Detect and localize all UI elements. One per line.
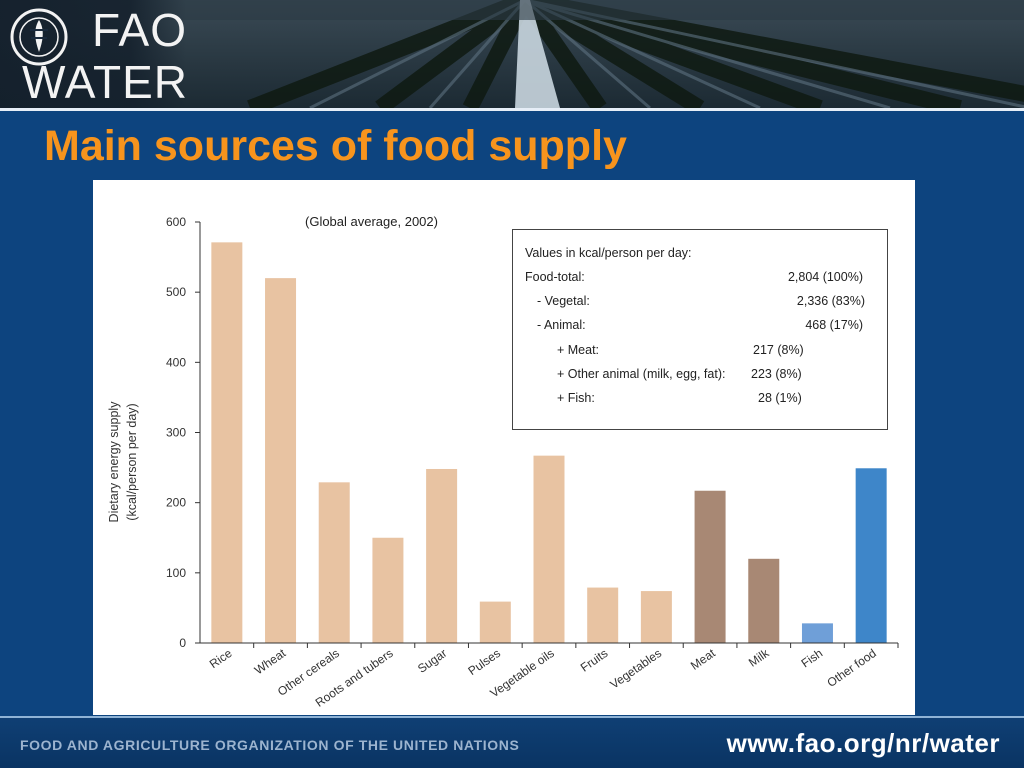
- x-category-label: Meat: [688, 646, 718, 673]
- chart-subtitle: (Global average, 2002): [305, 214, 438, 229]
- info-label-food-total: Food-total:: [525, 270, 585, 284]
- bar-rice: [211, 242, 243, 643]
- info-label-other-animal: + Other animal (milk, egg, fat):: [557, 367, 726, 381]
- y-tick-label: 400: [166, 355, 186, 369]
- footer-divider: [0, 716, 1024, 718]
- logo-fao-text: FAO: [92, 4, 188, 56]
- y-tick-label: 0: [179, 636, 186, 650]
- bar-other-cereals: [318, 482, 350, 643]
- y-tick-label: 500: [166, 285, 186, 299]
- info-value-food-total: 2,804 (100%): [787, 270, 863, 284]
- x-category-label: Rice: [207, 646, 235, 671]
- bar-pulses: [479, 601, 511, 643]
- y-tick-label: 600: [166, 215, 186, 229]
- bar-wheat: [265, 278, 297, 643]
- bar-meat: [694, 490, 726, 643]
- y-axis: 0 100 200 300 400 500 600: [166, 215, 201, 650]
- y-tick-label: 200: [166, 496, 186, 510]
- info-value-vegetal: 2,336 (83%): [796, 294, 865, 308]
- y-axis-title-line1: Dietary energy supply: [107, 401, 121, 523]
- info-label-animal: - Animal:: [537, 318, 586, 332]
- x-category-label: Pulses: [465, 646, 503, 678]
- bar-fish: [801, 623, 833, 643]
- y-axis-title-line2: (kcal/person per day): [125, 403, 139, 520]
- info-value-meat: 217 (8%): [753, 343, 804, 357]
- bars-group: [211, 242, 887, 643]
- info-box-header: Values in kcal/person per day:: [525, 246, 692, 260]
- x-category-label: Fruits: [578, 646, 611, 675]
- bar-vegetable-oils: [533, 455, 565, 643]
- header-divider: [0, 108, 1024, 111]
- x-category-label: Wheat: [252, 646, 289, 678]
- bar-sugar: [426, 468, 458, 643]
- info-value-other-animal: 223 (8%): [751, 367, 802, 381]
- footer-bar: FOOD AND AGRICULTURE ORGANIZATION OF THE…: [0, 718, 1024, 768]
- info-label-meat: + Meat:: [557, 343, 600, 357]
- info-box: Values in kcal/person per day: Food-tota…: [512, 229, 888, 430]
- info-value-animal: 468 (17%): [805, 318, 863, 332]
- x-category-label: Milk: [746, 645, 772, 669]
- logo-water-text: WATER: [22, 56, 188, 108]
- footer-url-link[interactable]: www.fao.org/nr/water: [726, 728, 1000, 758]
- bar-milk: [748, 558, 780, 643]
- x-category-label: Sugar: [415, 646, 449, 676]
- x-category-label: Other food: [824, 646, 878, 690]
- x-category-label: Fish: [799, 646, 826, 670]
- info-label-fish: + Fish:: [557, 391, 595, 405]
- bar-vegetables: [640, 591, 672, 643]
- header-banner: FAO WATER: [0, 0, 1024, 108]
- info-label-vegetal: - Vegetal:: [537, 294, 590, 308]
- chart-panel: 0 100 200 300 400 500 600 Rice Wheat Other cerea…: [93, 180, 915, 715]
- x-category-label: Vegetables: [607, 646, 664, 692]
- footer-organization: FOOD AND AGRICULTURE ORGANIZATION OF THE…: [20, 737, 520, 753]
- bar-fruits: [587, 587, 619, 643]
- info-value-fish: 28 (1%): [758, 391, 802, 405]
- page-title: Main sources of food supply: [44, 122, 627, 170]
- fao-water-logo: FAO WATER: [0, 0, 188, 108]
- bar-other-food: [855, 468, 887, 643]
- fao-emblem-icon: [10, 8, 68, 66]
- y-tick-label: 100: [166, 566, 186, 580]
- bar-roots-and-tubers: [372, 537, 404, 643]
- y-tick-label: 300: [166, 426, 186, 440]
